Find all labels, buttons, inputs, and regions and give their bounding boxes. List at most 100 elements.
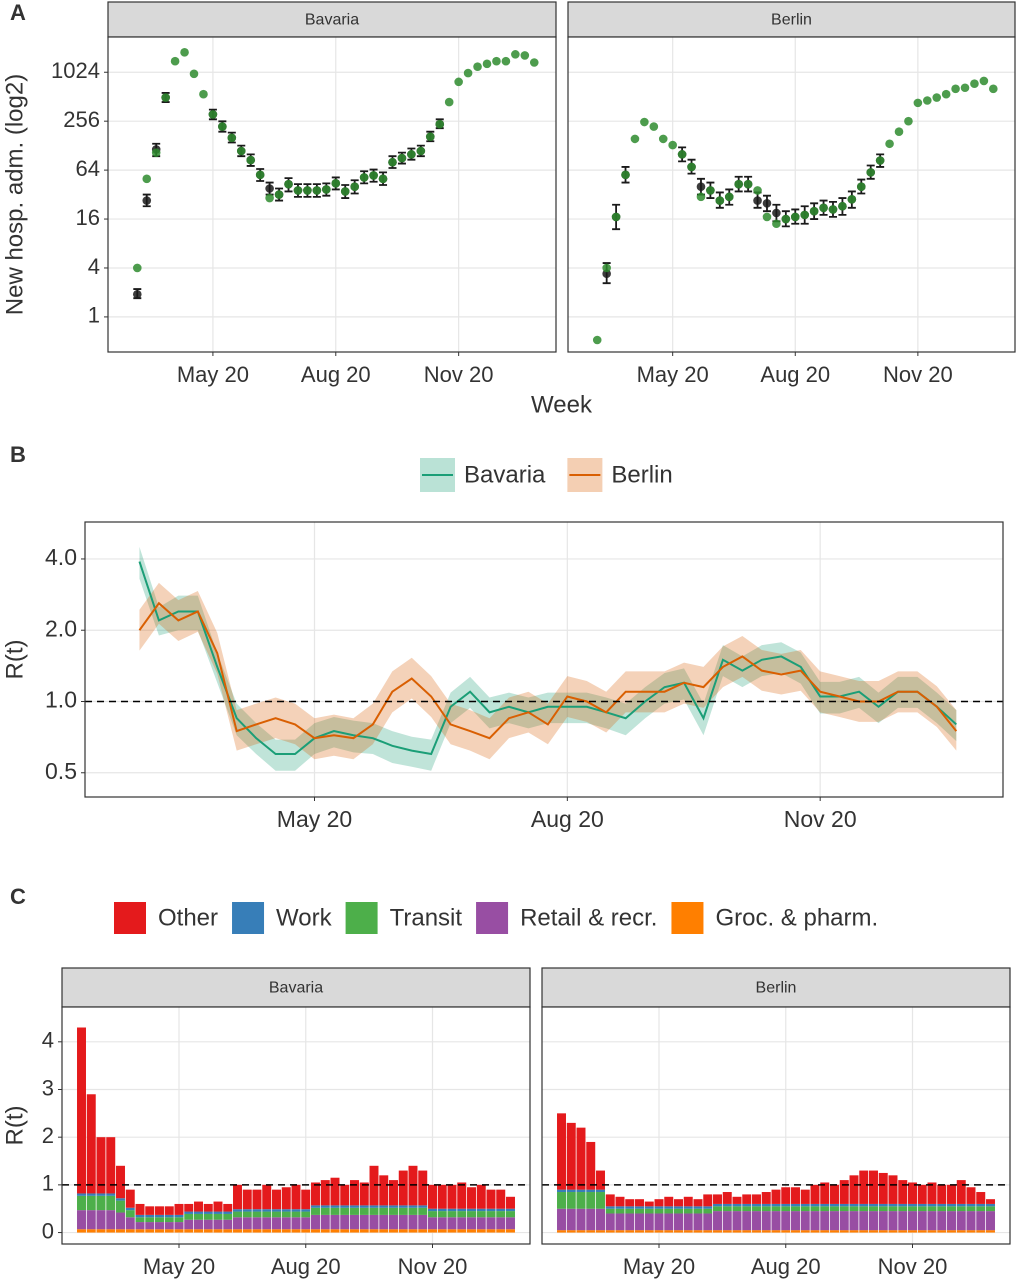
bar-segment xyxy=(447,1211,457,1218)
bar-segment xyxy=(947,1184,956,1204)
bar-segment xyxy=(615,1208,625,1214)
bar-segment xyxy=(986,1206,995,1212)
bar-segment xyxy=(683,1208,693,1214)
bar-segment xyxy=(791,1211,800,1231)
bar-segment xyxy=(145,1229,155,1233)
bar-segment xyxy=(252,1209,262,1212)
bar-segment xyxy=(908,1211,917,1231)
bar-segment xyxy=(506,1211,515,1218)
bar-segment xyxy=(467,1211,476,1218)
point xyxy=(246,155,256,165)
point xyxy=(340,187,350,196)
bar-segment xyxy=(703,1194,713,1207)
bar-segment xyxy=(281,1229,291,1233)
bar-segment xyxy=(898,1203,908,1207)
bar-segment xyxy=(791,1187,800,1204)
bar-segment xyxy=(810,1184,820,1204)
bar-segment xyxy=(771,1230,781,1233)
bar-segment xyxy=(566,1208,576,1231)
bar-segment xyxy=(898,1230,908,1233)
bar-segment xyxy=(496,1229,506,1233)
bar-segment xyxy=(164,1206,174,1215)
bar-segment xyxy=(878,1211,888,1231)
bar-segment xyxy=(398,1229,408,1233)
bar-segment xyxy=(947,1206,956,1212)
bar-segment xyxy=(457,1211,467,1218)
bar-segment xyxy=(986,1211,995,1231)
bar-segment xyxy=(86,1229,96,1233)
bar-segment xyxy=(350,1229,359,1233)
bar-segment xyxy=(213,1229,223,1233)
bar-segment xyxy=(496,1217,506,1230)
bar-segment xyxy=(917,1203,927,1207)
point xyxy=(696,192,706,202)
bar-segment xyxy=(506,1196,515,1209)
bar-segment xyxy=(908,1203,917,1207)
bar-segment xyxy=(379,1175,389,1206)
bar-segment xyxy=(820,1206,830,1212)
legend-label: Transit xyxy=(390,904,463,931)
point xyxy=(677,150,687,159)
point xyxy=(706,186,715,195)
bar-segment xyxy=(233,1217,242,1230)
bar-segment xyxy=(428,1229,437,1233)
bar-segment xyxy=(252,1229,262,1233)
bar-segment xyxy=(467,1208,476,1212)
bar-segment xyxy=(174,1229,184,1233)
point xyxy=(932,93,942,102)
point xyxy=(611,212,621,222)
point xyxy=(762,212,772,222)
point xyxy=(753,196,762,205)
bar-segment xyxy=(184,1213,194,1220)
bar-segment xyxy=(810,1230,820,1233)
bar-segment xyxy=(281,1187,291,1210)
bar-segment xyxy=(625,1208,635,1214)
y-tick-label: 4.0 xyxy=(45,544,77,570)
bar-segment xyxy=(654,1199,664,1207)
bar-segment xyxy=(849,1230,859,1233)
point xyxy=(828,205,838,214)
bar-segment xyxy=(732,1196,742,1204)
bar-segment xyxy=(800,1211,810,1231)
y-tick-label: 256 xyxy=(63,107,100,132)
point xyxy=(142,174,152,184)
point xyxy=(236,146,246,156)
point xyxy=(658,134,668,144)
bar-segment xyxy=(742,1230,752,1233)
bar-segment xyxy=(281,1211,291,1218)
bar-segment xyxy=(576,1208,586,1231)
bar-segment xyxy=(810,1203,820,1207)
plot-background xyxy=(108,37,556,352)
bar-segment xyxy=(644,1208,654,1214)
bar-segment xyxy=(820,1211,830,1231)
bar-segment xyxy=(447,1184,457,1209)
bar-segment xyxy=(888,1175,898,1204)
bar-segment xyxy=(203,1219,213,1230)
bar-segment xyxy=(203,1229,213,1233)
bar-segment xyxy=(674,1213,683,1231)
bar-segment xyxy=(418,1214,428,1230)
bar-segment xyxy=(703,1230,713,1233)
bar-segment xyxy=(791,1206,800,1212)
bar-segment xyxy=(976,1203,986,1207)
bar-segment xyxy=(635,1206,644,1209)
point xyxy=(649,122,659,131)
bar-segment xyxy=(145,1217,155,1223)
bar-segment xyxy=(350,1180,359,1206)
bar-segment xyxy=(976,1230,986,1233)
bar-segment xyxy=(908,1182,917,1204)
bar-segment xyxy=(849,1211,859,1231)
bar-segment xyxy=(213,1211,223,1214)
bar-segment xyxy=(496,1189,506,1209)
bar-segment xyxy=(281,1209,291,1212)
bar-segment xyxy=(213,1219,223,1230)
bar-segment xyxy=(457,1208,467,1212)
bar-segment xyxy=(106,1193,116,1196)
bar-segment xyxy=(820,1230,830,1233)
bar-segment xyxy=(155,1214,164,1218)
point xyxy=(501,56,511,66)
bar-segment xyxy=(732,1206,742,1212)
bar-segment xyxy=(476,1184,486,1209)
bar-segment xyxy=(839,1206,849,1212)
